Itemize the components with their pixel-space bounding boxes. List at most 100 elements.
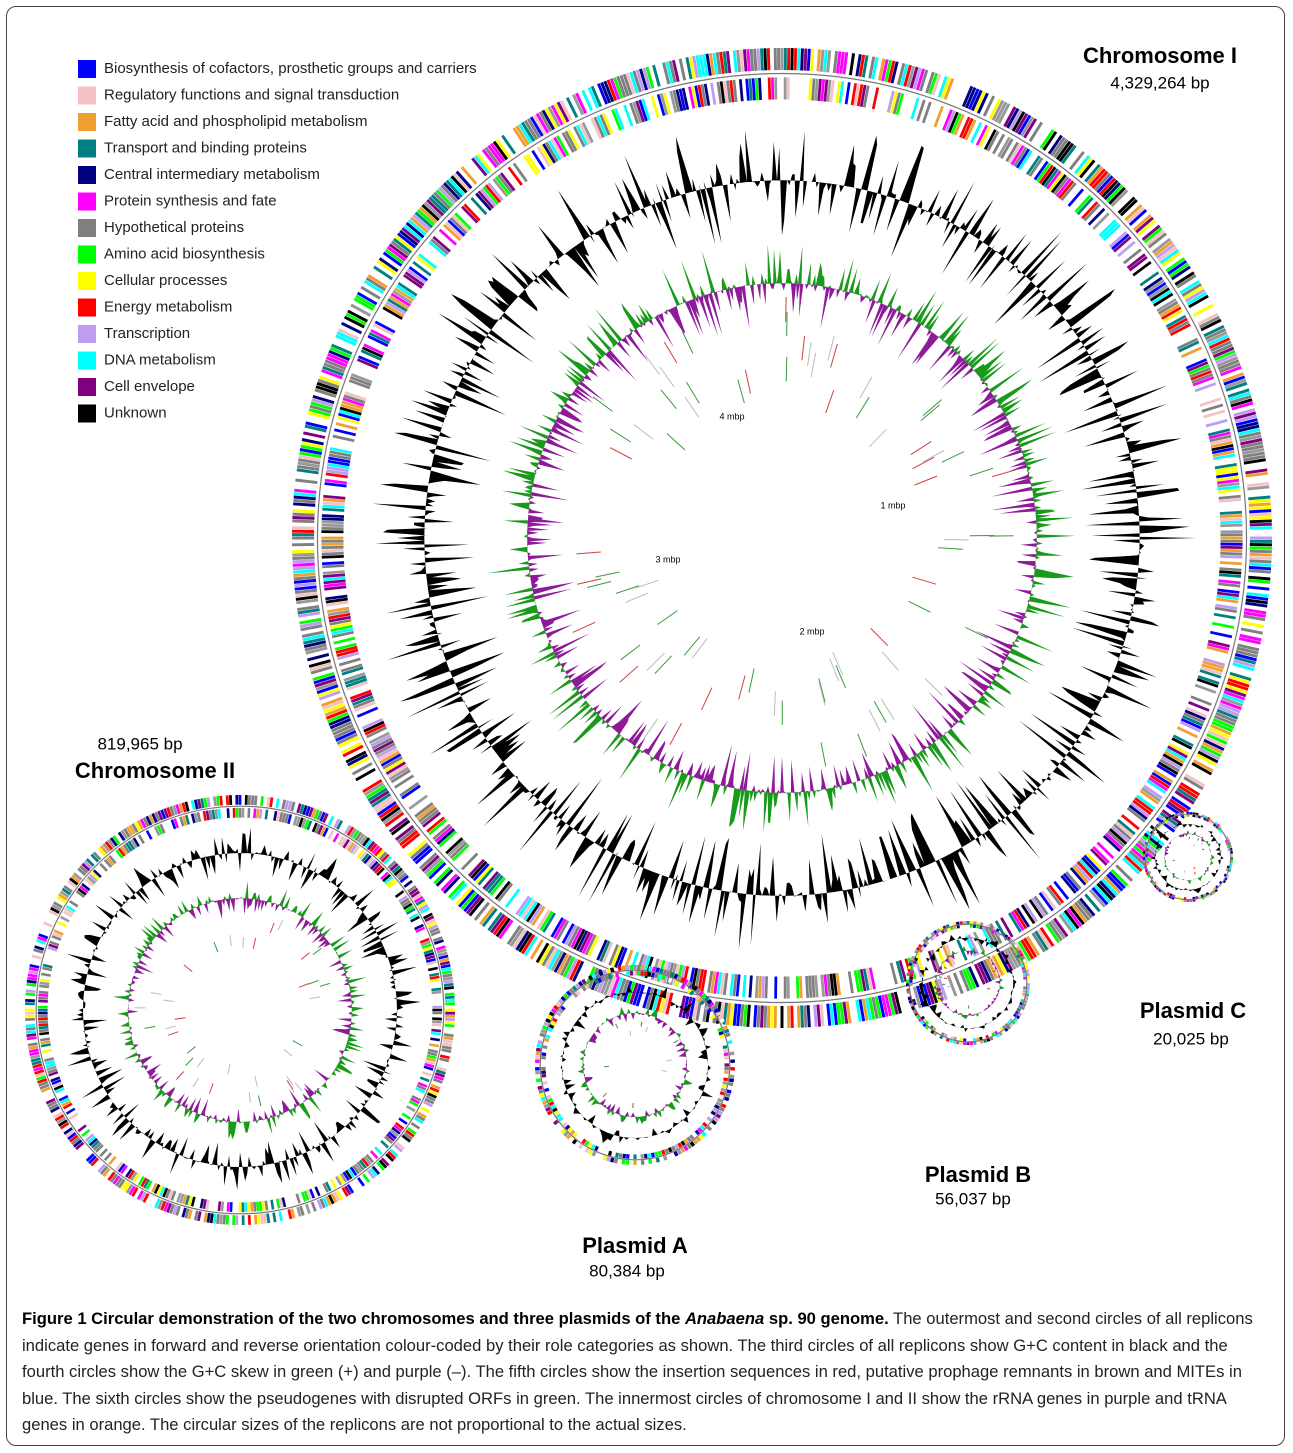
- gene-ticks: [544, 997, 729, 1145]
- legend-swatch: [78, 325, 96, 343]
- gene-ticks: [25, 795, 454, 1225]
- gene-ticks: [920, 989, 1030, 1044]
- legend-swatch: [78, 166, 96, 184]
- gene-ticks: [1144, 869, 1196, 902]
- gene-ticks: [535, 966, 715, 1152]
- gene-ticks: [291, 47, 1273, 1028]
- gene-ticks: [1142, 812, 1228, 899]
- legend-label: Protein synthesis and fate: [104, 192, 277, 209]
- gene-ticks: [1165, 825, 1234, 899]
- gene-ticks: [293, 48, 1268, 1028]
- gene-ticks: [909, 924, 1023, 1042]
- gene-ticks: [51, 814, 436, 1212]
- gene-ticks: [535, 965, 729, 1165]
- legend-swatch: [78, 245, 96, 264]
- feature-ticks: [602, 1021, 643, 1109]
- gene-ticks: [24, 796, 453, 1224]
- gene-ticks: [966, 1015, 1016, 1042]
- gene-ticks: [44, 808, 441, 1213]
- feature-ticks: [629, 1027, 672, 1072]
- gene-ticks: [1145, 812, 1231, 901]
- legend-label: Energy metabolism: [104, 298, 232, 315]
- gene-ticks: [910, 973, 989, 1039]
- gene-ticks: [550, 980, 727, 1148]
- caption-title: Figure 1 Circular demonstration of the t…: [22, 1309, 889, 1328]
- gene-ticks: [322, 78, 1243, 999]
- gene-ticks: [906, 925, 1030, 1045]
- gc-skew-neg: [583, 1013, 687, 1117]
- scale-label: 3 mbp: [655, 554, 680, 564]
- gene-ticks: [541, 971, 729, 1078]
- gene-ticks: [41, 817, 424, 1203]
- legend-label: Amino acid biosynthesis: [104, 245, 265, 262]
- figure: Biosynthesis of cofactors, prosthetic gr…: [24, 43, 1273, 1280]
- gene-ticks: [39, 817, 443, 1207]
- gene-ticks: [50, 795, 454, 1224]
- feature-ticks: [1183, 842, 1203, 873]
- gene-ticks: [1149, 815, 1233, 900]
- gene-ticks: [924, 921, 1006, 1043]
- legend-swatch: [78, 351, 96, 370]
- gene-ticks: [323, 77, 1241, 997]
- legend-label: Regulatory functions and signal transduc…: [104, 86, 399, 103]
- gene-ticks: [1142, 838, 1233, 902]
- gene-ticks: [545, 967, 717, 1147]
- legend-swatch: [78, 272, 96, 290]
- gene-ticks: [920, 935, 1013, 1040]
- gene-ticks: [539, 968, 705, 1161]
- gene-ticks: [594, 974, 728, 1159]
- gene-ticks: [1143, 812, 1233, 893]
- gene-ticks: [535, 965, 735, 1161]
- gene-ticks: [37, 808, 440, 1209]
- gene-ticks: [909, 957, 983, 1041]
- gene-ticks: [541, 972, 712, 1159]
- figure-frame: [6, 6, 1285, 1446]
- gene-ticks: [322, 78, 1243, 992]
- gene-ticks: [25, 797, 455, 1226]
- caption: Figure 1 Circular demonstration of the t…: [22, 1306, 1272, 1439]
- replicon-name: Chromosome II: [75, 758, 235, 783]
- caption-title-a: Figure 1 Circular demonstration of the t…: [22, 1309, 685, 1328]
- gene-ticks: [28, 803, 455, 1225]
- gene-ticks: [905, 979, 1016, 1030]
- legend-label: Hypothetical proteins: [104, 219, 244, 236]
- gene-ticks: [925, 925, 1026, 1041]
- gene-ticks: [25, 794, 444, 1223]
- gene-ticks: [535, 967, 732, 1094]
- gene-ticks: [32, 796, 455, 1220]
- feature-ticks: [144, 941, 331, 1107]
- gene-ticks: [321, 77, 1243, 999]
- legend-label: Cell envelope: [104, 378, 195, 395]
- gene-ticks: [545, 971, 706, 1159]
- replicon-size: 4,329,264 bp: [1110, 73, 1209, 92]
- feature-ticks: [938, 960, 999, 1009]
- legend-label: DNA metabolism: [104, 351, 216, 368]
- gene-ticks: [329, 78, 1241, 977]
- gene-ticks: [912, 925, 960, 1006]
- legend-label: Transport and binding proteins: [104, 139, 307, 156]
- legend-swatch: [78, 113, 96, 131]
- gene-ticks: [295, 48, 1273, 1028]
- gene-ticks: [321, 105, 1243, 999]
- gene-ticks: [558, 992, 728, 1159]
- gene-ticks: [912, 926, 1026, 1038]
- gene-ticks: [541, 1031, 724, 1159]
- legend-swatch: [78, 298, 96, 317]
- gene-ticks: [26, 804, 446, 1212]
- gene-ticks: [299, 59, 1272, 1027]
- ring-line: [316, 72, 1248, 1004]
- feature-ticks: [168, 922, 310, 1094]
- gene-ticks: [925, 924, 1024, 1036]
- gene-ticks: [537, 965, 724, 1162]
- gene-ticks: [1145, 815, 1229, 880]
- ring-line: [539, 969, 731, 1161]
- gene-ticks: [905, 921, 1021, 1032]
- gene-ticks: [910, 921, 1028, 1037]
- legend-label: Fatty acid and phospholipid metabolism: [104, 113, 367, 130]
- legend-swatch: [78, 404, 96, 423]
- gene-ticks: [571, 968, 730, 1163]
- replicon-name: Plasmid C: [1140, 998, 1246, 1023]
- gene-ticks: [910, 930, 1027, 1035]
- gene-ticks: [292, 49, 1267, 1017]
- gene-ticks: [1201, 814, 1205, 818]
